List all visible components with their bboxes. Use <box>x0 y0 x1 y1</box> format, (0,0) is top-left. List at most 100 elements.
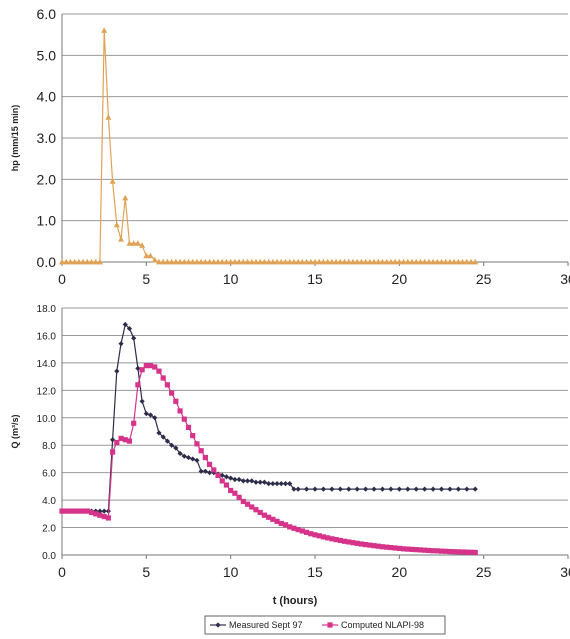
data-point <box>223 474 230 480</box>
data-point <box>236 258 243 265</box>
data-point <box>366 258 373 265</box>
x-tick-label: 25 <box>476 271 492 287</box>
data-point <box>287 481 293 487</box>
data-point <box>316 258 323 265</box>
y-tick-label: 0.0 <box>37 254 57 270</box>
data-point <box>232 476 238 483</box>
data-point <box>303 486 310 492</box>
data-point <box>371 543 377 549</box>
data-point <box>290 258 297 265</box>
data-point <box>59 258 65 265</box>
data-point <box>63 258 70 265</box>
data-point <box>113 221 120 228</box>
data-point <box>240 258 247 265</box>
data-point <box>177 408 183 414</box>
y-tick-label: 2.0 <box>42 524 56 535</box>
data-point <box>333 537 339 543</box>
series-1 <box>59 321 478 514</box>
data-point <box>455 549 461 555</box>
chart-panel-2: 0.0 2.0 4.0 6.0 8.0 10.0 12.0 14.0 16.0 18.0 0 5 10 1… <box>10 304 570 607</box>
data-point <box>219 478 225 484</box>
data-point <box>231 258 238 265</box>
data-point <box>227 258 234 265</box>
data-point <box>244 501 251 507</box>
data-point <box>198 448 204 454</box>
data-point <box>269 258 276 265</box>
data-point <box>181 258 188 265</box>
data-point <box>215 258 222 265</box>
data-point <box>71 258 78 265</box>
data-point <box>194 457 200 463</box>
data-point <box>455 258 462 265</box>
data-point <box>152 364 158 370</box>
data-point <box>244 478 251 484</box>
data-point <box>408 258 415 265</box>
data-point <box>84 508 90 514</box>
data-point <box>181 416 187 422</box>
data-point <box>173 398 179 404</box>
series-line <box>62 365 476 553</box>
data-point <box>76 508 82 514</box>
data-point <box>240 478 246 484</box>
data-point <box>371 258 378 265</box>
data-point <box>223 482 230 488</box>
data-point <box>122 194 129 201</box>
data-point <box>464 486 470 492</box>
data-point <box>160 375 166 381</box>
data-point <box>96 258 103 265</box>
data-point <box>92 258 99 265</box>
data-point <box>63 508 69 514</box>
data-point <box>257 479 263 485</box>
data-point <box>253 507 259 513</box>
data-point <box>147 252 154 259</box>
data-point <box>346 486 352 492</box>
data-point <box>308 531 314 537</box>
data-point <box>409 546 415 552</box>
data-point <box>400 258 407 265</box>
data-point <box>421 258 428 265</box>
data-point <box>206 470 213 476</box>
legend-label: Measured Sept 97 <box>229 620 303 630</box>
data-point <box>72 508 78 514</box>
data-point <box>118 236 125 242</box>
data-point <box>223 258 230 265</box>
data-point <box>430 258 437 265</box>
data-point <box>438 548 445 554</box>
data-point <box>345 258 352 265</box>
data-point <box>312 532 318 538</box>
data-point <box>257 509 263 516</box>
data-point <box>160 434 166 440</box>
data-point <box>282 522 289 528</box>
data-point <box>278 481 284 487</box>
data-point <box>349 258 356 265</box>
x-tick-label: 0 <box>58 564 66 580</box>
data-point <box>122 321 128 328</box>
data-point <box>447 486 453 492</box>
data-point <box>126 438 133 444</box>
data-point <box>417 547 424 553</box>
data-point <box>346 539 352 545</box>
data-point <box>270 481 276 487</box>
y-tick-label: 3.0 <box>37 130 57 146</box>
y-tick-label: 6.0 <box>42 469 56 480</box>
data-point <box>358 258 365 265</box>
data-point <box>422 486 428 492</box>
data-point <box>147 412 154 418</box>
y-tick-label: 2.0 <box>37 171 57 187</box>
x-tick-label: 10 <box>223 271 239 287</box>
legend-marker <box>327 622 333 628</box>
data-point <box>88 258 95 265</box>
data-point <box>286 258 293 265</box>
data-point <box>219 258 226 265</box>
data-point <box>210 258 217 265</box>
data-point <box>75 258 82 265</box>
data-point <box>194 441 200 447</box>
data-point <box>110 449 116 455</box>
data-point <box>126 240 133 246</box>
data-point <box>202 468 208 474</box>
data-point <box>405 486 411 492</box>
data-point <box>468 258 475 265</box>
data-point <box>375 543 381 549</box>
data-point <box>164 258 171 265</box>
